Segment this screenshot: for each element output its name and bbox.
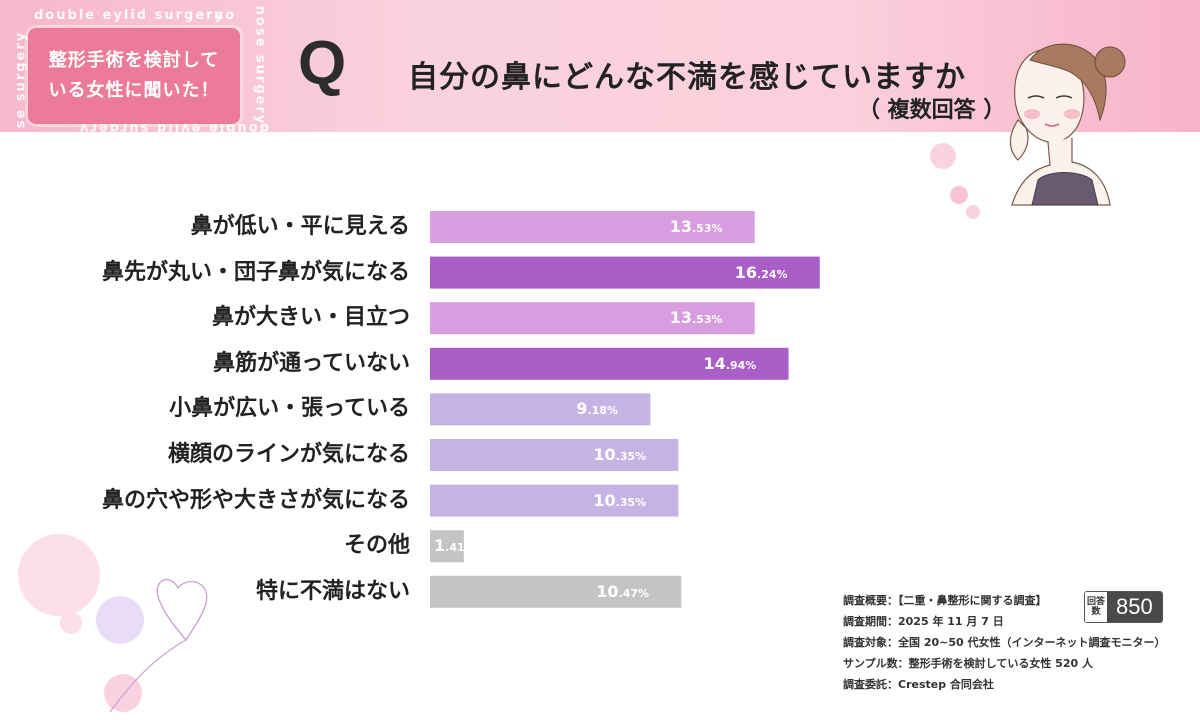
response-count-tag: 回答数 bbox=[1085, 592, 1107, 622]
value-label-dec: .53% bbox=[691, 222, 723, 235]
value-label-int: 10 bbox=[593, 445, 616, 464]
value-label-dec: .18% bbox=[587, 404, 618, 418]
value-label: 13.53% bbox=[670, 308, 723, 330]
value-label-dec: .24% bbox=[757, 267, 788, 281]
bar bbox=[430, 530, 464, 563]
deco-circle bbox=[950, 186, 968, 204]
bar bbox=[430, 211, 755, 243]
value-label: 10.35% bbox=[593, 491, 646, 513]
survey-badge: 整形手術を検討して いる女性に聞いた！ bbox=[28, 28, 240, 124]
value-label-int: 16 bbox=[734, 262, 758, 282]
survey-info-sample: サンプル数：整形手術を検討している女性 520 人 bbox=[843, 657, 1093, 670]
deco-circle bbox=[96, 596, 144, 644]
value-label-dec: .53% bbox=[691, 313, 723, 327]
bar bbox=[430, 575, 682, 608]
value-label-int: 10 bbox=[596, 581, 619, 601]
bar bbox=[430, 347, 789, 380]
survey-info-overview: 調査概要：【二重・鼻整形に関する調査】 bbox=[843, 594, 1047, 607]
deco-circle bbox=[18, 534, 100, 616]
deco-circle bbox=[966, 205, 980, 219]
bar bbox=[430, 484, 679, 517]
page-subtitle: （ 複数回答 ） bbox=[858, 98, 1006, 123]
bar bbox=[430, 393, 651, 426]
value-label: 9.18% bbox=[576, 399, 618, 421]
value-label: 13.53% bbox=[670, 217, 723, 239]
woman-illustration bbox=[1009, 43, 1126, 206]
value-label-dec: .41% bbox=[445, 541, 464, 555]
category-label: その他 bbox=[343, 533, 410, 559]
value-label-dec: .35% bbox=[615, 450, 647, 463]
response-count-box: 回答数 850 bbox=[1084, 591, 1163, 623]
value-label-int: 9 bbox=[576, 399, 588, 419]
header-band: double eylid surgery no se surgery nose … bbox=[0, 0, 1200, 135]
category-label: 鼻が低い・平に見える bbox=[190, 214, 410, 239]
badge-line-2: いる女性に聞いた！ bbox=[48, 80, 220, 101]
value-label: 1.41% bbox=[434, 536, 464, 558]
category-label: 横顔のラインが気になる bbox=[167, 442, 410, 467]
value-label-int: 13 bbox=[669, 308, 692, 328]
category-label: 鼻の穴や形や大きさが気になる bbox=[101, 487, 410, 513]
response-count-number: 850 bbox=[1107, 592, 1162, 622]
value-label-dec: .47% bbox=[618, 586, 650, 600]
deco-text-top: double eylid surgery bbox=[34, 8, 226, 23]
value-label-dec: .35% bbox=[615, 495, 647, 509]
survey-info-period: 調査期間：2025 年 11 月 7 日 bbox=[843, 615, 1004, 628]
value-label-dec: .94% bbox=[725, 358, 757, 372]
category-label: 鼻筋が通っていない bbox=[213, 350, 410, 376]
question-mark-q: Q bbox=[298, 29, 347, 98]
value-label: 16.24% bbox=[735, 263, 788, 285]
badge-line-1: 整形手術を検討して bbox=[48, 50, 220, 71]
deco-text-top-right: no bbox=[214, 8, 237, 23]
deco-circle bbox=[60, 612, 82, 634]
category-label: 鼻が大きい・目立つ bbox=[211, 305, 410, 331]
value-label: 10.47% bbox=[596, 582, 649, 604]
value-label-int: 13 bbox=[669, 217, 692, 236]
bar bbox=[430, 302, 755, 335]
page-title: 自分の鼻にどんな不満を感じていますか bbox=[408, 60, 966, 95]
value-label: 10.35% bbox=[593, 445, 646, 467]
deco-circle bbox=[930, 143, 956, 169]
category-label: 特に不満はない bbox=[255, 578, 410, 604]
value-label: 14.94% bbox=[704, 354, 757, 376]
survey-info: 調査概要：【二重・鼻整形に関する調査】 調査期間：2025 年 11 月 7 日… bbox=[843, 590, 1166, 695]
bar bbox=[430, 256, 820, 289]
category-label: 鼻先が丸い・団子鼻が気になる bbox=[101, 259, 410, 285]
survey-info-target: 調査対象：全国 20~50 代女性（インターネット調査モニター） bbox=[843, 636, 1166, 649]
value-label-int: 14 bbox=[703, 353, 726, 373]
bar bbox=[430, 439, 679, 471]
category-label: 小鼻が広い・張っている bbox=[169, 396, 410, 422]
value-label-int: 10 bbox=[593, 490, 616, 510]
value-label-int: 1 bbox=[434, 536, 446, 556]
survey-info-contractor: 調査委託：Crestep 合同会社 bbox=[843, 678, 994, 691]
